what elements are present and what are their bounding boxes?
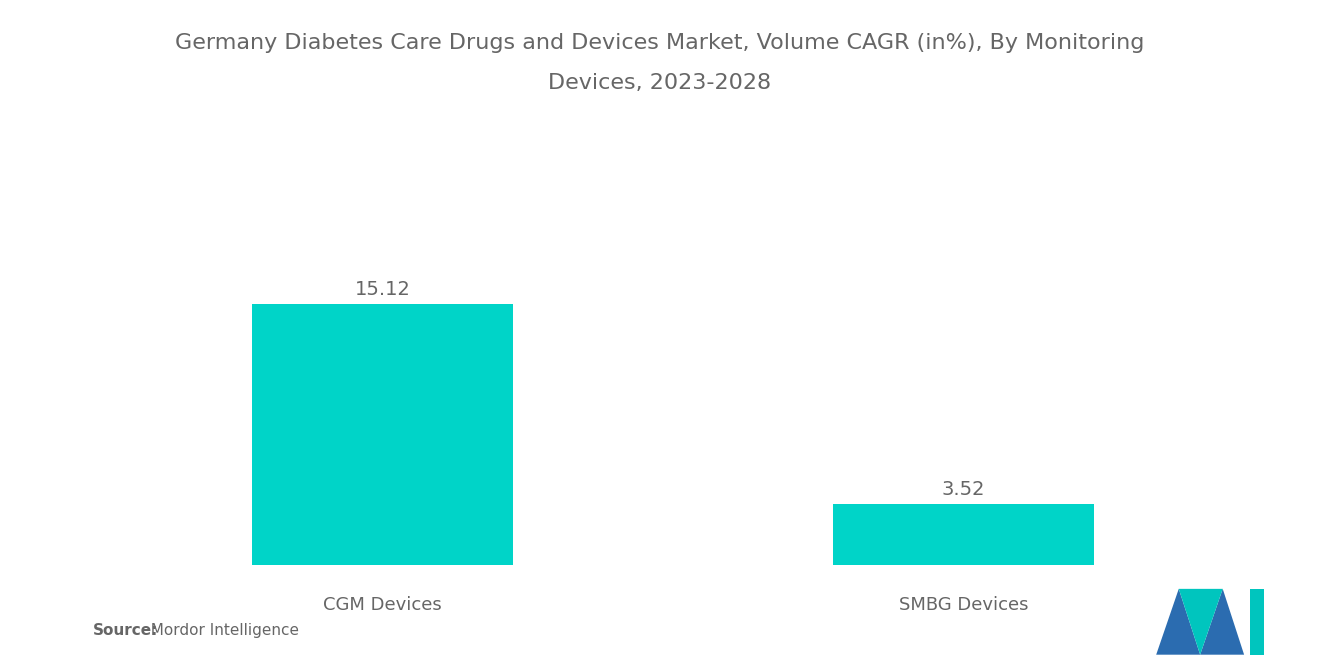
Text: 3.52: 3.52 xyxy=(942,480,985,499)
Text: Germany Diabetes Care Drugs and Devices Market, Volume CAGR (in%), By Monitoring: Germany Diabetes Care Drugs and Devices … xyxy=(176,33,1144,53)
Text: 15.12: 15.12 xyxy=(355,280,411,299)
Text: Source:: Source: xyxy=(92,623,158,638)
Text: Devices, 2023-2028: Devices, 2023-2028 xyxy=(548,73,772,93)
Text: CGM Devices: CGM Devices xyxy=(323,597,442,614)
Bar xyxy=(252,304,513,565)
Bar xyxy=(833,504,1094,565)
Text: SMBG Devices: SMBG Devices xyxy=(899,597,1028,614)
Text: Mordor Intelligence: Mordor Intelligence xyxy=(141,623,300,638)
